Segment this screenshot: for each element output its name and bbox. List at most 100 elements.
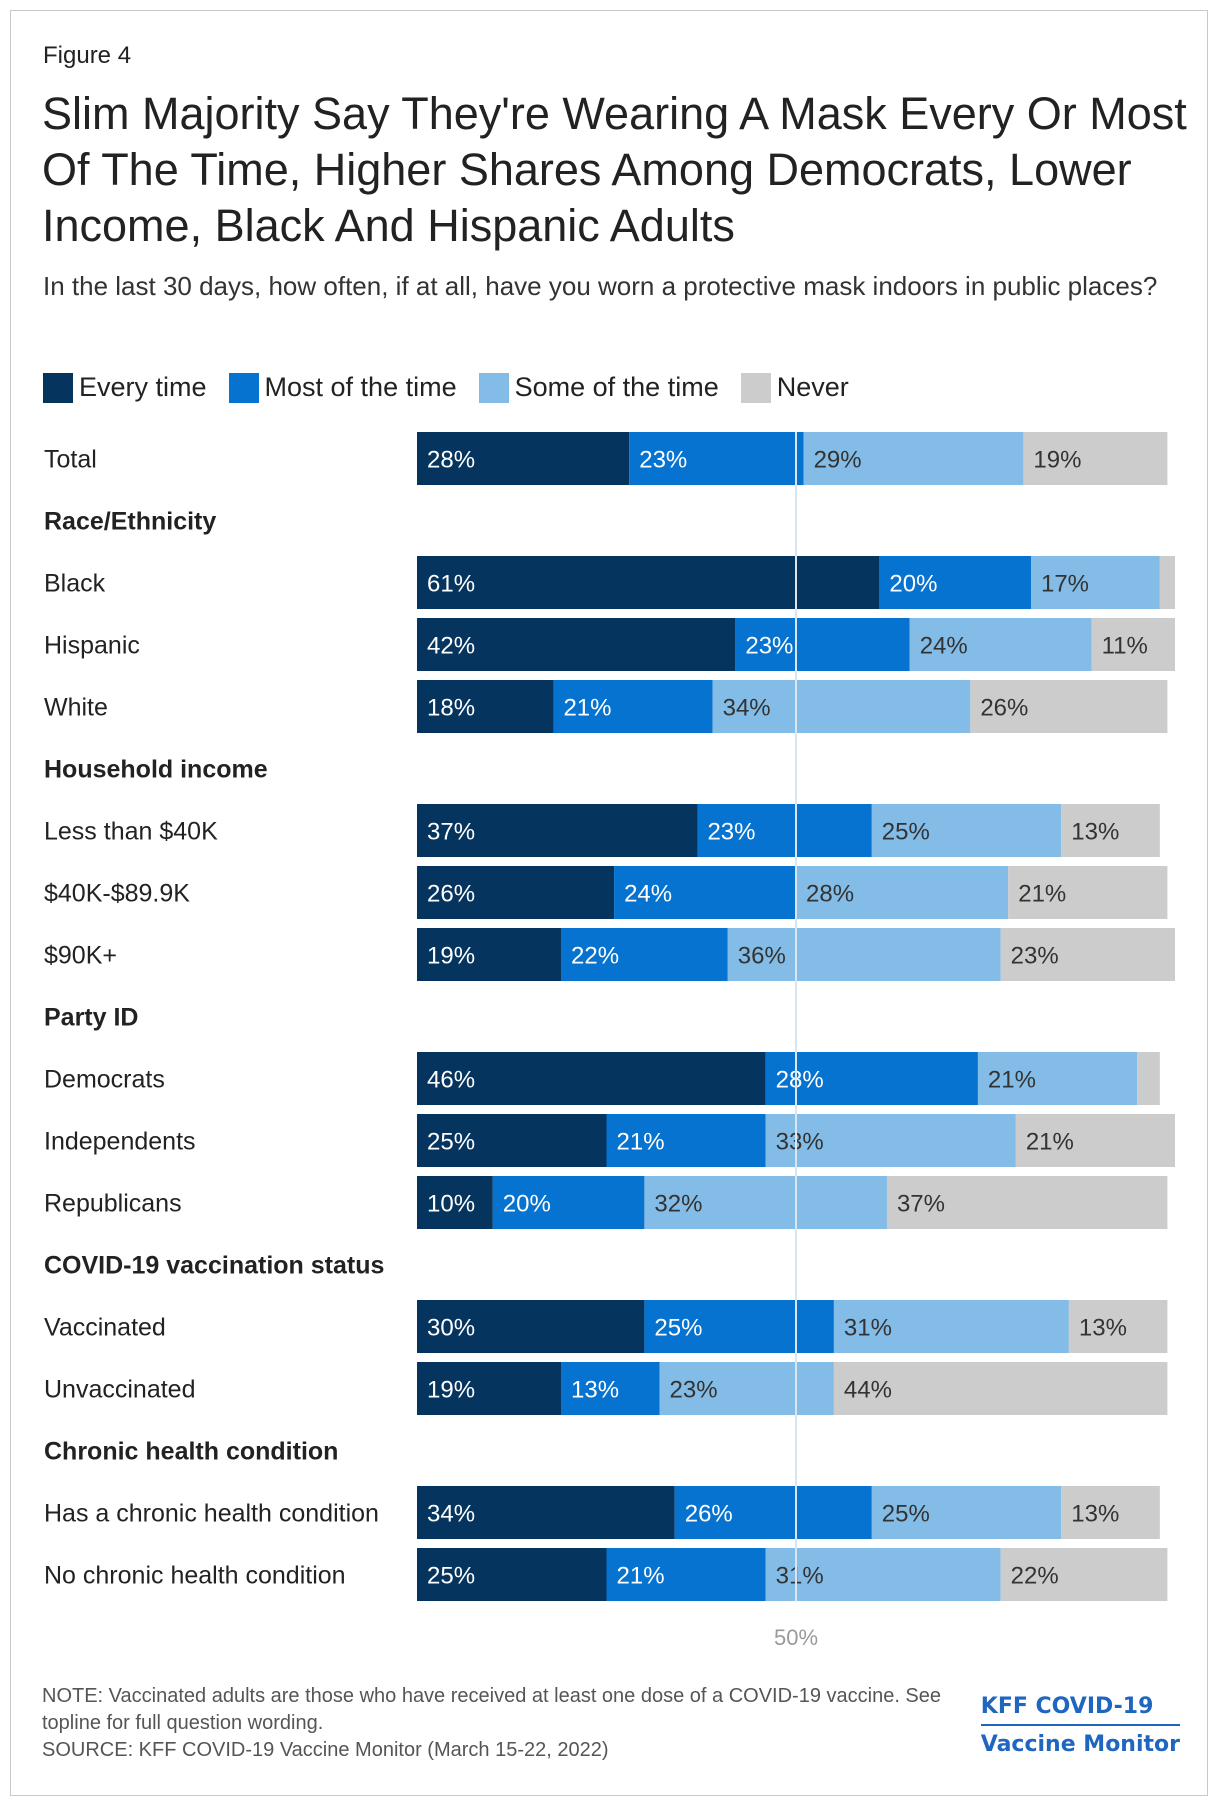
bar-segment-some-of-the-time bbox=[727, 928, 1001, 981]
reference-line-label: 50% bbox=[774, 1625, 818, 1650]
bar-segment-never bbox=[1068, 1300, 1168, 1353]
data-label: 28% bbox=[427, 447, 475, 474]
data-label: 61% bbox=[427, 571, 475, 598]
data-label: 23% bbox=[707, 819, 755, 846]
row-label-hispanic: Hispanic bbox=[44, 632, 140, 660]
data-label: 26% bbox=[685, 1501, 733, 1528]
figure-frame bbox=[10, 10, 1208, 1796]
bar-segment-every-time bbox=[417, 556, 880, 609]
bar-segment-every-time bbox=[417, 1548, 607, 1601]
row-label-less-than-40k: Less than $40K bbox=[44, 818, 218, 846]
data-label: 34% bbox=[723, 695, 771, 722]
bar-segment-never bbox=[1159, 556, 1175, 609]
data-label: 25% bbox=[654, 1315, 702, 1342]
bar-segment-most-of-the-time bbox=[629, 432, 804, 485]
legend-swatch-some-of-the-time bbox=[478, 372, 509, 403]
legend-swatch-most-of-the-time bbox=[228, 372, 259, 403]
bar-segment-every-time bbox=[417, 618, 736, 671]
row-label-black: Black bbox=[44, 570, 106, 598]
legend: Every time Most of the time Some of the … bbox=[43, 372, 871, 403]
bar-segment-some-of-the-time bbox=[803, 432, 1024, 485]
bar-segment-some-of-the-time bbox=[712, 680, 971, 733]
data-label: 23% bbox=[1011, 943, 1059, 970]
bar-segment-every-time bbox=[417, 680, 554, 733]
bar-segment-every-time bbox=[417, 1486, 675, 1539]
legend-item-every-time: Every time bbox=[43, 372, 207, 403]
row-label-republicans: Republicans bbox=[44, 1190, 182, 1218]
bar-segment-most-of-the-time bbox=[735, 618, 910, 671]
row-label-white: White bbox=[44, 694, 108, 722]
data-label: 20% bbox=[503, 1191, 551, 1218]
bar-segment-never bbox=[1091, 618, 1175, 671]
group-header: Chronic health condition bbox=[44, 1438, 338, 1466]
data-label: 32% bbox=[654, 1191, 702, 1218]
data-label: 29% bbox=[814, 447, 862, 474]
data-label: 17% bbox=[1041, 571, 1089, 598]
data-label: 25% bbox=[882, 1501, 930, 1528]
bar-segment-most-of-the-time bbox=[644, 1300, 834, 1353]
data-label: 25% bbox=[427, 1563, 475, 1590]
data-label: 31% bbox=[776, 1563, 824, 1590]
data-label: 13% bbox=[1071, 819, 1119, 846]
data-label: 30% bbox=[427, 1315, 475, 1342]
data-label: 26% bbox=[980, 695, 1028, 722]
row-label-90k: $90K+ bbox=[44, 942, 117, 970]
data-label: 28% bbox=[806, 881, 854, 908]
chart-subtitle: In the last 30 days, how often, if at al… bbox=[43, 271, 1158, 301]
data-label: 28% bbox=[776, 1067, 824, 1094]
data-label: 24% bbox=[624, 881, 672, 908]
bar-segment-some-of-the-time bbox=[871, 1486, 1062, 1539]
legend-label-most-of-the-time: Most of the time bbox=[264, 372, 457, 402]
data-label: 20% bbox=[889, 571, 937, 598]
data-label: 11% bbox=[1102, 633, 1148, 660]
data-label: 21% bbox=[1018, 881, 1066, 908]
data-label: 21% bbox=[563, 695, 611, 722]
legend-swatch-every-time bbox=[43, 372, 73, 403]
bar-segment-most-of-the-time bbox=[561, 928, 728, 981]
data-label: 26% bbox=[427, 881, 475, 908]
bar-segment-every-time bbox=[417, 1114, 607, 1167]
data-label: 22% bbox=[571, 943, 619, 970]
figure-label: Figure 4 bbox=[43, 42, 132, 69]
data-label: 13% bbox=[1071, 1501, 1119, 1528]
bar-segment-never bbox=[1000, 928, 1175, 981]
data-label: 23% bbox=[670, 1377, 718, 1404]
bar-segment-most-of-the-time bbox=[765, 1052, 978, 1105]
footnote: NOTE: Vaccinated adults are those who ha… bbox=[42, 1683, 942, 1764]
bar-segment-never bbox=[886, 1176, 1168, 1229]
data-label: 21% bbox=[1026, 1129, 1074, 1156]
brand-logo: KFF COVID-19 Vaccine Monitor bbox=[980, 1690, 1180, 1762]
legend-label-every-time: Every time bbox=[79, 372, 207, 402]
row-label-unvaccinated: Unvaccinated bbox=[44, 1376, 195, 1404]
bar-segment-most-of-the-time bbox=[606, 1114, 766, 1167]
bar-segment-most-of-the-time bbox=[492, 1176, 645, 1229]
group-header: Race/Ethnicity bbox=[44, 508, 216, 536]
bar-segment-some-of-the-time bbox=[977, 1052, 1138, 1105]
bar-segment-some-of-the-time bbox=[1030, 556, 1160, 609]
bar-segment-never bbox=[1061, 1486, 1160, 1539]
bar-segment-most-of-the-time bbox=[879, 556, 1031, 609]
bar-segment-every-time bbox=[417, 1300, 645, 1353]
bar-segment-every-time bbox=[417, 1362, 562, 1415]
data-label: 24% bbox=[920, 633, 968, 660]
data-label: 19% bbox=[1033, 447, 1081, 474]
data-label: 10% bbox=[427, 1191, 475, 1218]
data-label: 19% bbox=[427, 1377, 475, 1404]
data-label: 25% bbox=[427, 1129, 475, 1156]
note-text: NOTE: Vaccinated adults are those who ha… bbox=[42, 1685, 942, 1734]
data-label: 33% bbox=[776, 1129, 824, 1156]
bar-segment-some-of-the-time bbox=[659, 1362, 834, 1415]
row-label-has-a-chronic-health-condition: Has a chronic health condition bbox=[44, 1500, 379, 1528]
data-label: 25% bbox=[882, 819, 930, 846]
group-header: COVID-19 vaccination status bbox=[44, 1252, 384, 1280]
chart-title: Slim Majority Say They're Wearing A Mask… bbox=[42, 88, 1187, 251]
data-label: 23% bbox=[745, 633, 793, 660]
brand-line-2: Vaccine Monitor bbox=[980, 1724, 1180, 1762]
row-label-independents: Independents bbox=[44, 1128, 196, 1156]
bar-segment-every-time bbox=[417, 1052, 766, 1105]
bar-segment-never bbox=[1061, 804, 1160, 857]
legend-swatch-never bbox=[740, 372, 771, 403]
bar-segment-every-time bbox=[417, 866, 615, 919]
data-label: 23% bbox=[639, 447, 687, 474]
data-label: 36% bbox=[738, 943, 786, 970]
